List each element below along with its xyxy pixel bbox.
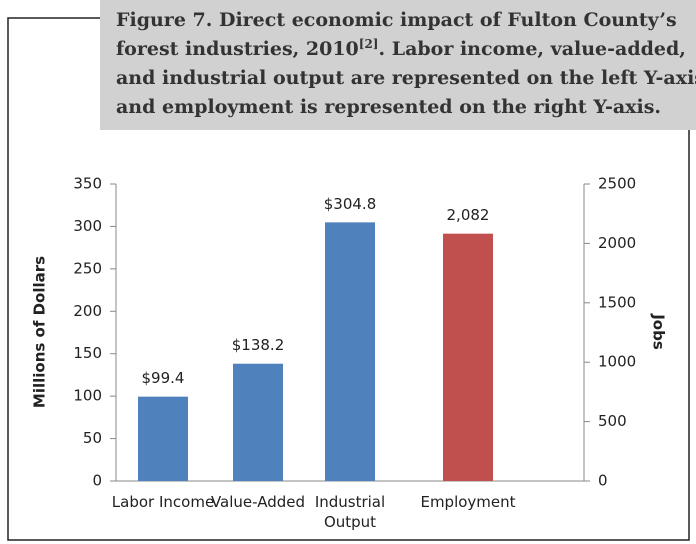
x-tick-label: Industrial Output bbox=[314, 493, 386, 531]
title-superscript: [2] bbox=[359, 37, 379, 51]
chart-title: . Labor income, value-added, bbox=[378, 38, 685, 60]
y-tick-label: 150 bbox=[73, 344, 102, 362]
bar bbox=[325, 222, 375, 482]
x-tick-label: Labor Income bbox=[111, 493, 215, 511]
y-tick-label: 300 bbox=[73, 217, 102, 235]
data-label: 2,082 bbox=[447, 206, 490, 224]
chart-title: and employment is represented on the rig… bbox=[116, 96, 661, 118]
y-tick-label: 250 bbox=[73, 259, 102, 277]
data-label: $99.4 bbox=[142, 369, 185, 387]
chart-title: and industrial output are represented on… bbox=[116, 67, 696, 89]
bar bbox=[443, 233, 493, 481]
y-axis-label: Millions of Dollars bbox=[31, 256, 49, 408]
bar bbox=[233, 363, 283, 481]
data-label: $304.8 bbox=[324, 195, 377, 213]
y2-tick-label: 2500 bbox=[598, 175, 636, 193]
chart-title: forest industries, 2010 bbox=[116, 38, 359, 60]
y-tick-label: 100 bbox=[73, 387, 102, 405]
y2-tick-label: 500 bbox=[598, 412, 627, 430]
bar bbox=[138, 396, 188, 481]
y-tick-label: 350 bbox=[73, 175, 102, 193]
data-label: $138.2 bbox=[232, 336, 285, 354]
chart-title: Figure 7. Direct economic impact of Fult… bbox=[116, 9, 677, 31]
x-tick-label: Employment bbox=[420, 493, 516, 511]
y2-tick-label: 2000 bbox=[598, 234, 636, 252]
y-tick-label: 50 bbox=[83, 429, 102, 447]
y2-axis-label: Jobs bbox=[650, 313, 668, 350]
y2-tick-label: 1500 bbox=[598, 293, 636, 311]
y2-tick-label: 1000 bbox=[598, 353, 636, 371]
title-box bbox=[100, 0, 696, 130]
y-tick-label: 0 bbox=[92, 472, 102, 490]
y2-tick-label: 0 bbox=[598, 472, 608, 490]
x-tick-label: Value-Added bbox=[210, 493, 306, 511]
chart-title: forest industries, 2010[2]. Labor income… bbox=[116, 37, 686, 60]
y-tick-label: 200 bbox=[73, 302, 102, 320]
